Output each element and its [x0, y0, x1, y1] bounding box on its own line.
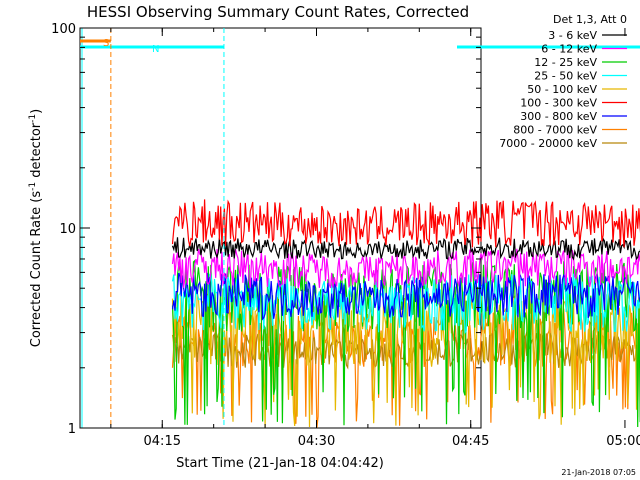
night-label: N	[152, 44, 159, 55]
x-tick-label: 04:45	[452, 434, 489, 449]
y-axis-label: Corrected Count Rate (s-1 detector-1)	[28, 109, 44, 347]
x-tick-label: 04:15	[144, 434, 181, 449]
saa-label: S	[103, 38, 109, 49]
legend-label: 6 - 12 keV	[541, 43, 597, 56]
legend-label: 800 - 7000 keV	[513, 124, 597, 137]
legend-label: 300 - 800 keV	[520, 110, 597, 123]
legend-label: 3 - 6 keV	[548, 29, 597, 42]
series-line-100-300-keV	[171, 199, 640, 248]
data-layer	[171, 199, 640, 428]
series-line-300-800-keV	[171, 272, 640, 321]
legend-label: 12 - 25 keV	[534, 56, 597, 69]
chart-title: HESSI Observing Summary Count Rates, Cor…	[87, 3, 469, 21]
y-tick-label: 10	[59, 222, 76, 237]
legend-label: 50 - 100 keV	[527, 83, 597, 96]
legend-label: 100 - 300 keV	[520, 97, 597, 110]
legend-label: 25 - 50 keV	[534, 70, 597, 83]
legend-header: Det 1,3, Att 0	[553, 13, 627, 26]
y-tick-label: 100	[51, 22, 76, 37]
x-axis-label: Start Time (21-Jan-18 04:04:42)	[176, 456, 384, 471]
legend-label: 7000 - 20000 keV	[499, 137, 597, 150]
series-line-3-6-keV	[171, 236, 640, 261]
y-tick-label: 1	[68, 422, 76, 437]
x-tick-label: 05:00	[606, 434, 640, 449]
x-tick-label: 04:30	[298, 434, 335, 449]
timestamp: 21-Jan-2018 07:05	[561, 468, 636, 477]
